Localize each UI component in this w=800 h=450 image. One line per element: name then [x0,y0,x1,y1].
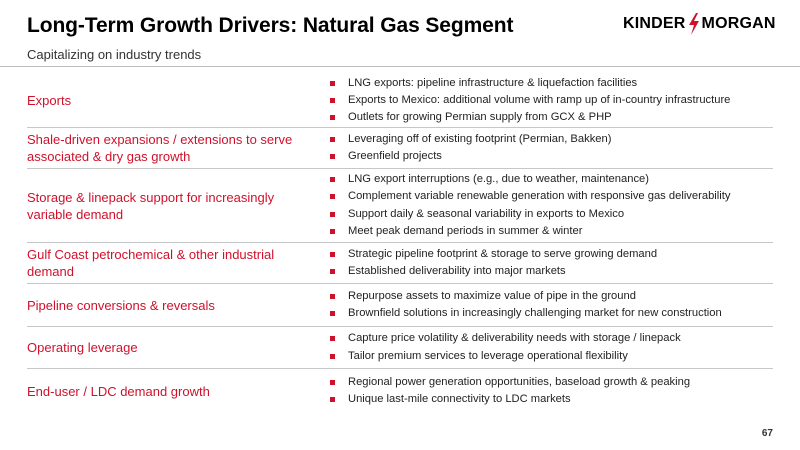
bullet-square-icon [330,397,335,402]
bullet-item: Greenfield projects [327,148,773,165]
bullet-list: Leveraging off of existing footprint (Pe… [327,128,773,168]
bullet-square-icon [330,379,335,385]
bullet-square-icon [330,80,335,86]
bullet-item: Leveraging off of existing footprint (Pe… [327,131,773,148]
logo-text-left: KINDER [623,15,686,32]
bullet-square-icon [330,336,335,342]
driver-label: End-user / LDC demand growth [27,383,210,399]
bullet-list: LNG export interruptions (e.g., due to w… [327,169,773,242]
table-row: Storage & linepack support for increasin… [27,169,773,243]
bullet-square-icon [330,136,335,142]
bullet-square-icon [330,177,335,183]
bullet-item: Complement variable renewable generation… [327,188,773,205]
table-row: Shale-driven expansions / extensions to … [27,128,773,169]
bullet-item: Established deliverability into major ma… [327,263,773,280]
bullet-item: Repurpose assets to maximize value of pi… [327,288,773,305]
bullet-square-icon [330,251,335,257]
bullet-item: Unique last-mile connectivity to LDC mar… [327,391,773,408]
driver-label: Exports [27,93,72,108]
bullet-square-icon [330,353,335,359]
bullet-item: Tailor premium services to leverage oper… [327,348,773,365]
bullet-item: Outlets for growing Permian supply from … [327,109,773,126]
bullet-square-icon [330,228,335,234]
bullet-item: Strategic pipeline footprint & storage t… [327,246,773,263]
bullet-item: Meet peak demand periods in summer & win… [327,223,773,240]
table-row: End-user / LDC demand growth Regional po… [27,369,773,413]
header-divider [0,66,800,67]
table-row: Exports LNG exports: pipeline infrastruc… [27,74,773,128]
bullet-square-icon [330,97,335,103]
table-row: Gulf Coast petrochemical & other industr… [27,243,773,284]
page-number: 67 [761,428,773,439]
growth-drivers-table: Exports LNG exports: pipeline infrastruc… [27,74,773,413]
driver-label: Gulf Coast petrochemical & other industr… [27,247,275,279]
lightning-bolt-icon [688,13,699,35]
bullet-item: Brownfield solutions in increasingly cha… [327,305,773,322]
driver-label: Shale-driven expansions / extensions to … [27,132,293,164]
driver-label: Pipeline conversions & reversals [27,297,215,313]
bullet-square-icon [330,154,335,159]
bullet-item: LNG export interruptions (e.g., due to w… [327,171,773,188]
driver-label: Operating leverage [27,340,138,355]
table-row: Pipeline conversions & reversals Repurpo… [27,284,773,327]
bullet-square-icon [330,269,335,274]
bullet-square-icon [330,293,335,299]
bullet-list: Regional power generation opportunities,… [327,369,773,413]
bullet-square-icon [330,194,335,200]
bullet-list: LNG exports: pipeline infrastructure & l… [327,74,773,127]
bullet-item: LNG exports: pipeline infrastructure & l… [327,75,773,92]
bullet-item: Support daily & seasonal variability in … [327,206,773,223]
bullet-square-icon [330,311,335,316]
bullet-item: Exports to Mexico: additional volume wit… [327,92,773,109]
bullet-square-icon [330,211,335,217]
bullet-list: Strategic pipeline footprint & storage t… [327,243,773,283]
driver-label: Storage & linepack support for increasin… [27,189,275,222]
bullet-list: Capture price volatility & deliverabilit… [327,327,773,368]
page-subtitle: Capitalizing on industry trends [27,47,202,62]
bullet-square-icon [330,115,335,121]
bullet-list: Repurpose assets to maximize value of pi… [327,284,773,326]
logo-text-right: MORGAN [701,15,776,32]
bullet-item: Regional power generation opportunities,… [327,374,773,391]
bullet-item: Capture price volatility & deliverabilit… [327,330,773,347]
company-logo: KINDER MORGAN [623,13,776,35]
table-row: Operating leverage Capture price volatil… [27,327,773,369]
page-title: Long-Term Growth Drivers: Natural Gas Se… [27,14,514,37]
